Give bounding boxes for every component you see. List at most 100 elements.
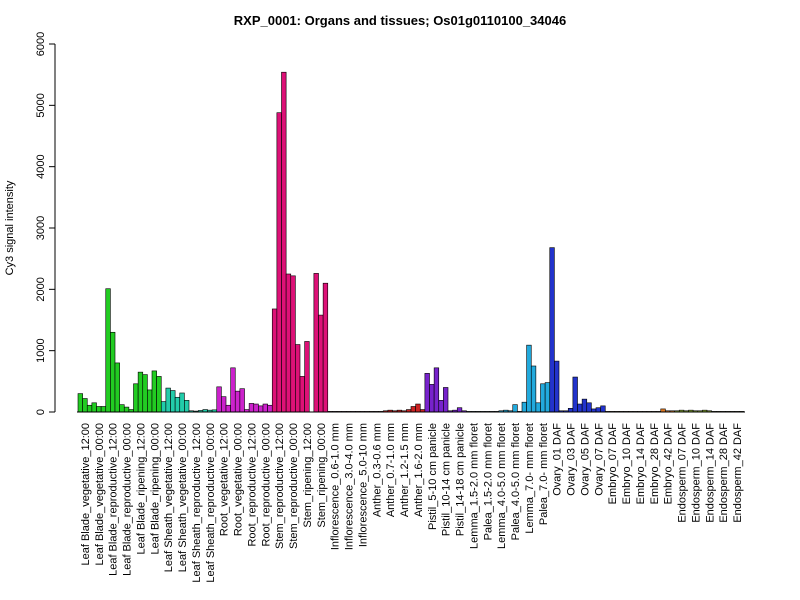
x-tick-label: Pistil_14-18 cm panicle (455, 423, 467, 536)
bar (123, 406, 130, 413)
bar (554, 360, 560, 413)
chart-title: RXP_0001: Organs and tissues; Os01g01101… (234, 13, 566, 28)
x-tick-label: Stem_reproductive_00:00 (288, 423, 300, 549)
x-tick-labels: Leaf Blade_vegetative_12:00 Leaf Blade_ve… (80, 423, 744, 583)
x-tick-label: Leaf Blade_ripening_00:00 (149, 423, 161, 555)
x-tick-label: Anther_0.3-0.6 mm (371, 423, 383, 517)
bar (225, 404, 231, 413)
bar (151, 370, 157, 413)
x-tick-label: Leaf Blade_vegetative_12:00 (80, 423, 92, 566)
bar (267, 404, 273, 413)
bar (239, 388, 245, 413)
x-tick-label: Endosperm_28 DAF (718, 423, 730, 523)
bar (424, 373, 430, 413)
x-tick-label: Ovary_01 DAF (552, 423, 564, 496)
x-tick-label: Root_reproductive_12:00 (246, 423, 258, 547)
x-tick-label: Embryo_14 DAF (635, 423, 647, 505)
y-tick-label: 0 (35, 409, 47, 415)
x-tick-label: Leaf Sheath_vegetative_00:00 (177, 423, 189, 572)
x-tick-label: Palea_1.5-2.0 mm floret (482, 423, 494, 540)
bar (526, 344, 532, 413)
bar (170, 390, 176, 413)
x-tick-label: Endosperm_10 DAF (690, 423, 702, 523)
y-tick-label: 4000 (35, 154, 47, 178)
bar (262, 403, 268, 413)
x-tick-label: Leaf Sheath_vegetative_12:00 (163, 423, 175, 572)
bar (165, 387, 171, 413)
x-tick-label: Leaf Blade_ripening_12:00 (135, 423, 147, 555)
bar (443, 387, 449, 413)
bar (295, 344, 301, 413)
x-tick-label: Palea_4.0-5.0 mm floret (510, 423, 522, 540)
bar (91, 402, 97, 413)
bar (535, 402, 541, 413)
bar (86, 404, 93, 413)
x-tick-label: Ovary_05 DAF (579, 423, 591, 496)
bar (304, 341, 310, 413)
x-tick-label: Lemma_4.0-5.0 mm floret (496, 423, 508, 549)
x-tick-label: Pistil_5-10 cm panicle (427, 423, 439, 530)
bar (216, 386, 222, 413)
bar (234, 390, 241, 413)
x-tick-label: Root_reproductive_00:00 (260, 423, 272, 547)
x-tick-label: Anther_1.2-1.5 mm (399, 423, 411, 517)
bar (184, 400, 190, 413)
bar (572, 376, 578, 413)
x-tick-label: Leaf Sheath_reproductive_12:00 (191, 423, 203, 583)
bar (429, 384, 435, 413)
bar (276, 112, 282, 413)
x-tick-label: Anther_1.6-2.0 mm (413, 423, 425, 517)
x-tick-label: Embryo_42 DAF (663, 423, 675, 505)
bar (96, 406, 102, 413)
bar (512, 404, 518, 413)
bar (110, 331, 116, 413)
bar (577, 403, 583, 413)
x-tick-label: Endosperm_07 DAF (677, 423, 689, 523)
y-tick-label: 1000 (35, 338, 47, 362)
x-tick-label: Stem_reproductive_12:00 (274, 423, 286, 549)
y-tick-label: 2000 (35, 277, 47, 301)
bar (142, 374, 148, 413)
x-tick-label: Lemma_7.0- mm floret (524, 423, 536, 534)
bar (105, 288, 111, 413)
bar (530, 365, 537, 413)
y-axis-label: Cy3 signal intensity (4, 180, 16, 275)
x-tick-label: Ovary_03 DAF (566, 423, 578, 496)
x-tick-label: Anther_0.7-1.0 mm (385, 423, 397, 517)
x-tick-label: Inflorescence_5.0-10 mm (357, 423, 369, 547)
x-tick-label: Embryo_28 DAF (649, 423, 661, 505)
bar (290, 275, 296, 413)
bar (521, 401, 527, 413)
bar (82, 398, 88, 413)
x-tick-label: Palea_7.0- mm floret (538, 423, 550, 525)
bar (313, 273, 319, 413)
x-tick-label: Inflorescence_3.0-4.0 mm (344, 423, 356, 550)
x-tick-label: Endosperm_14 DAF (704, 423, 716, 523)
bar (174, 396, 181, 413)
x-tick-label: Endosperm_42 DAF (732, 423, 744, 523)
x-tick-label: Lemma_1.5-2.0 mm floret (468, 423, 480, 549)
y-tick-label: 6000 (35, 32, 47, 56)
x-tick-label: Ovary_07 DAF (593, 423, 605, 496)
y-tick-label: 5000 (35, 93, 47, 117)
x-tick-label: Leaf Sheath_reproductive_00:00 (205, 423, 217, 583)
bar (281, 71, 287, 413)
bar (600, 405, 606, 413)
bar (410, 406, 416, 413)
bar (114, 362, 120, 413)
x-tick-label: Root_vegetative_12:00 (219, 423, 231, 536)
bar (595, 407, 601, 413)
bar (133, 383, 139, 413)
bar (540, 383, 546, 413)
bar (322, 282, 329, 413)
bar (586, 402, 592, 413)
bar (456, 407, 463, 413)
bar (544, 382, 551, 413)
bar (160, 401, 167, 413)
bar (299, 376, 305, 413)
x-tick-label: Stem_ripening_12:00 (302, 423, 314, 528)
bar (318, 314, 324, 413)
bar (230, 367, 236, 413)
bar (271, 308, 278, 413)
